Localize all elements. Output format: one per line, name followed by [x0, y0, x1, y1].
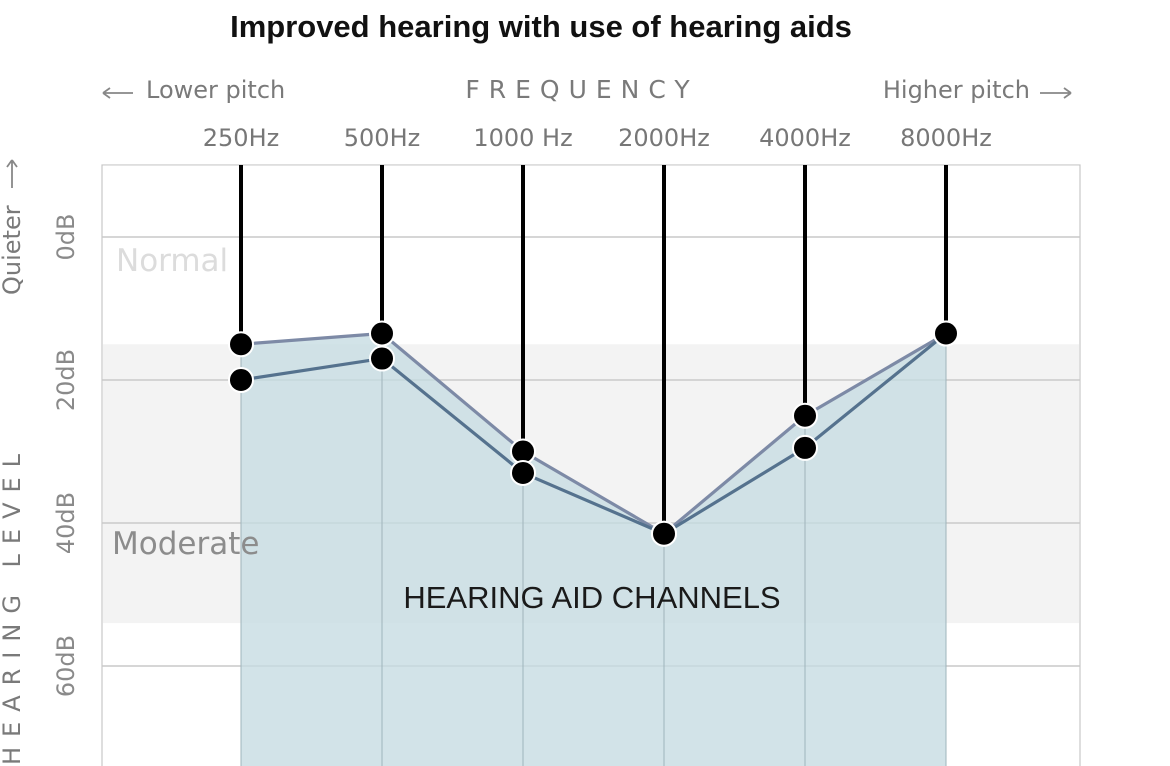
x-tick-4: 4000Hz [759, 124, 851, 152]
point-s1-4 [792, 434, 818, 461]
band-normal [103, 165, 1079, 345]
y-tick-20dB: 20dB [52, 349, 80, 411]
point-s1-0 [228, 367, 254, 393]
y-axis-title: HEARING LEVEL [0, 444, 26, 765]
x-tick-0: 250Hz [203, 124, 279, 152]
x-tick-2: 1000 Hz [473, 124, 572, 152]
hearing-aid-area [241, 333, 946, 766]
y-axis-hint-group: Quieter [0, 159, 26, 295]
point-s1-3 [651, 520, 677, 547]
higher-pitch-label: Higher pitch [883, 76, 1030, 104]
chart-title: Improved hearing with use of hearing aid… [230, 9, 852, 44]
lower-pitch-label: Lower pitch [146, 76, 285, 104]
point-s0-4 [792, 402, 818, 429]
y-axis-title-group: HEARING LEVEL [0, 444, 26, 765]
y-tick-40dB: 40dB [52, 492, 80, 554]
point-s1-5 [933, 320, 959, 347]
point-s0-0 [228, 331, 254, 358]
y-tick-60dB: 60dB [52, 635, 80, 697]
point-s0-1 [369, 320, 395, 347]
up-arrow-icon [6, 159, 18, 188]
y-tick-0dB: 0dB [52, 214, 80, 261]
point-s1-1 [369, 345, 395, 372]
x-axis-title: FREQUENCY [465, 75, 698, 104]
left-arrow-icon [102, 87, 133, 99]
point-s0-2 [510, 438, 536, 465]
quieter-label: Quieter [0, 205, 26, 295]
series-line-1 [240, 332, 948, 536]
point-s1-2 [510, 459, 536, 486]
x-tick-5: 8000Hz [900, 124, 992, 152]
plot-area: Normal Moderate HEARING AID CHANNELS 0dB 20d… [52, 124, 1081, 766]
band-label-normal: Normal [116, 243, 228, 279]
x-tick-3: 2000Hz [618, 124, 710, 152]
right-arrow-icon [1040, 87, 1072, 99]
annotation-label: HEARING AID CHANNELS [403, 580, 780, 615]
band-label-moderate: Moderate [112, 526, 259, 562]
x-axis-header: Lower pitch FREQUENCY Higher pitch [102, 75, 1072, 104]
x-tick-1: 500Hz [344, 124, 420, 152]
series-line-0 [240, 331, 947, 536]
